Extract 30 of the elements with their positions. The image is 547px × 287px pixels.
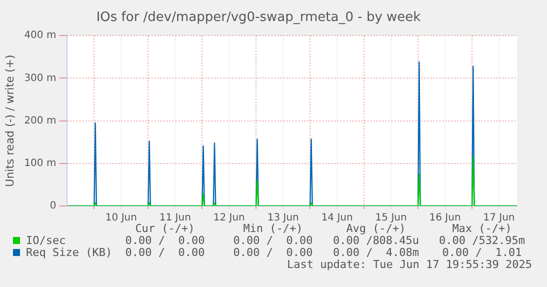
legend-label: IO/sec: [26, 234, 66, 247]
y-tick-label: 300 m: [24, 72, 56, 84]
x-tick-label: 13 Jun: [267, 212, 299, 224]
x-tick-label: 12 Jun: [213, 212, 245, 224]
text: 0.00 / 1.01: [441, 246, 523, 259]
x-tick-label: 15 Jun: [375, 212, 407, 224]
text: Last update: Tue Jun 17 19:55:39 2025: [286, 258, 532, 271]
text: 0.00 / 0.00: [232, 246, 314, 259]
text: 0.00 / 0.00: [232, 234, 314, 247]
y-axis-title: Units read (-) / write (+): [3, 54, 16, 187]
y-tick-label: 100 m: [24, 158, 56, 169]
y-tick-label: 0: [50, 200, 56, 212]
x-tick-label: 10 Jun: [105, 212, 137, 224]
text: 0.00 /808.45u: [332, 234, 420, 247]
text: Avg (-/+): [346, 222, 407, 235]
text: 0.00 / 0.00: [124, 234, 206, 247]
x-tick-label: 14 Jun: [321, 212, 353, 224]
chart-title: IOs for /dev/mapper/vg0-swap_rmeta_0 - by week: [96, 10, 422, 26]
text: Min (-/+): [243, 222, 304, 235]
x-tick-label: 11 Jun: [159, 212, 191, 224]
text: 0.00 / 0.00: [124, 246, 206, 259]
text: Max (-/+): [452, 222, 512, 235]
y-tick-label: 400 m: [24, 30, 56, 42]
y-tick-label: 200 m: [24, 115, 56, 126]
legend-label: Req Size (KB): [26, 246, 112, 259]
x-tick-label: 16 Jun: [429, 212, 461, 224]
x-tick-label: 17 Jun: [483, 212, 515, 224]
text: 0.00 / 4.08m: [332, 246, 420, 259]
text: 0.00 /532.95m: [438, 234, 526, 247]
text: Cur (-/+): [135, 222, 196, 235]
